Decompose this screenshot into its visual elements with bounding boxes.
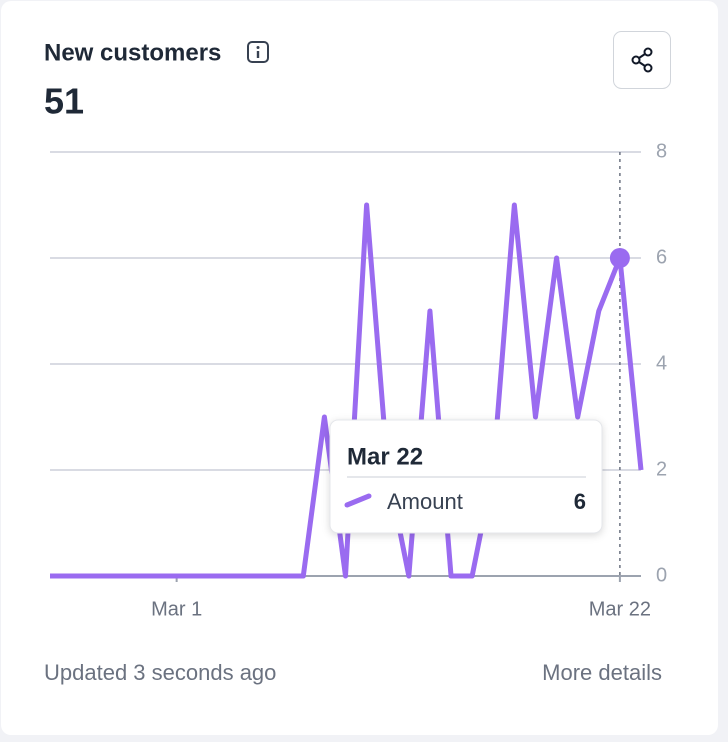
line-series	[50, 202, 644, 579]
more-details-link[interactable]: More details	[542, 660, 662, 685]
total-value: 51	[44, 81, 84, 122]
plot: 0 2 4 6 8 Mar 1 Mar 22	[50, 140, 667, 620]
y-tick-label: 6	[656, 246, 667, 268]
chart-title: New customers	[44, 39, 221, 66]
info-icon[interactable]	[247, 41, 269, 63]
y-tick-label: 4	[656, 352, 667, 374]
footer-text: Updated 3 seconds ago	[44, 660, 276, 685]
y-tick-label: 0	[656, 564, 667, 586]
y-tick-label: 8	[656, 140, 667, 162]
x-tick-label: Mar 1	[151, 598, 202, 620]
share-button[interactable]	[613, 31, 671, 89]
tooltip: Mar 22 Amount 6	[329, 419, 603, 534]
tooltip-title: Mar 22	[347, 443, 423, 470]
tooltip-label: Amount	[387, 489, 463, 514]
hover-dot	[609, 248, 630, 268]
x-tick-label: Mar 22	[589, 598, 651, 620]
y-tick-label: 2	[656, 458, 667, 480]
tooltip-swatch	[344, 493, 372, 508]
tooltip-value: 6	[574, 489, 586, 514]
